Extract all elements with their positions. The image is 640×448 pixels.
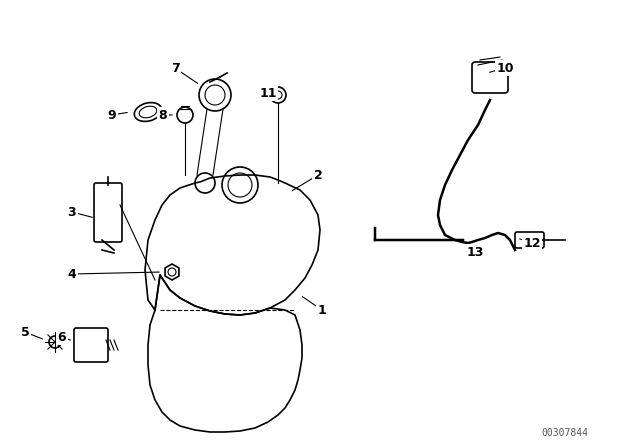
Text: 8: 8 xyxy=(159,108,167,121)
Text: 9: 9 xyxy=(108,108,116,121)
Text: 13: 13 xyxy=(467,246,484,258)
Text: 00307844: 00307844 xyxy=(541,428,588,438)
Text: 11: 11 xyxy=(259,86,276,99)
Text: 12: 12 xyxy=(524,237,541,250)
Text: 4: 4 xyxy=(68,267,76,280)
Text: 7: 7 xyxy=(171,61,179,74)
Text: 2: 2 xyxy=(314,168,323,181)
Text: 5: 5 xyxy=(20,326,29,339)
Text: 10: 10 xyxy=(496,61,514,74)
Text: 6: 6 xyxy=(58,331,67,344)
Text: 1: 1 xyxy=(317,303,326,316)
Text: 3: 3 xyxy=(68,206,76,219)
